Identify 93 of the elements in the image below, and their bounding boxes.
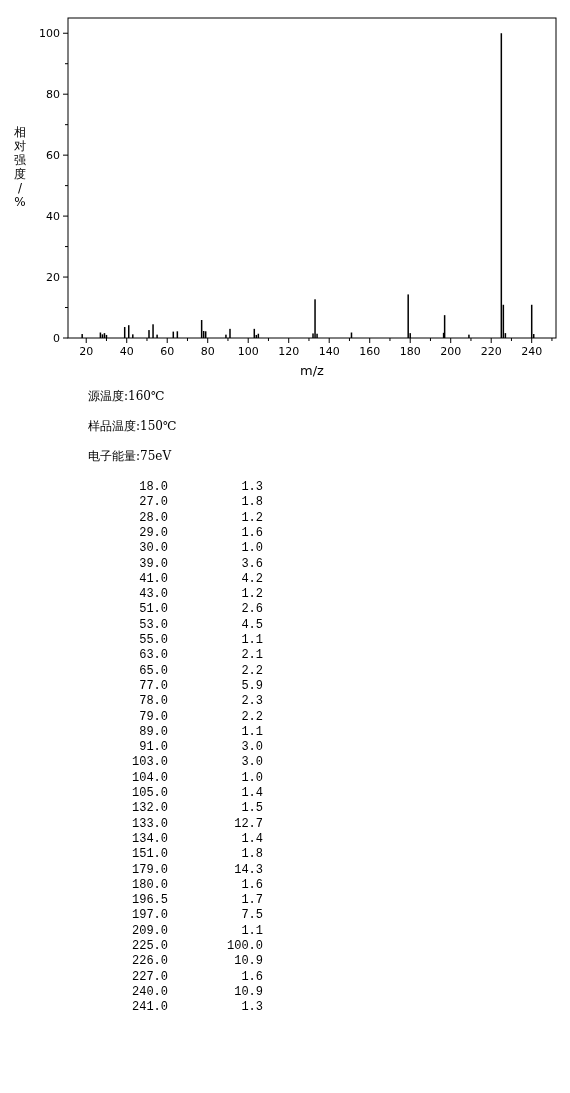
x-tick-label: 220 bbox=[480, 345, 502, 358]
data-label: 1.4 bbox=[241, 786, 263, 800]
category-label: 225.0 bbox=[131, 939, 168, 953]
data-label: 1.6 bbox=[241, 877, 263, 892]
x-axis-title: m/z bbox=[300, 363, 325, 378]
category-label: 53.0 bbox=[139, 617, 168, 632]
y-tick-label: 0 bbox=[53, 332, 60, 345]
data-label: 2.1 bbox=[241, 648, 263, 663]
data-label: 1.2 bbox=[241, 587, 263, 602]
category-label: 29.0 bbox=[139, 525, 168, 540]
category-label: 196.5 bbox=[131, 893, 168, 908]
category-label: 89.0 bbox=[139, 724, 168, 739]
data-label: 1.4 bbox=[241, 831, 263, 846]
x-tick-label: 40 bbox=[119, 345, 134, 358]
data-label: 1.0 bbox=[241, 770, 263, 785]
category-label: 39.0 bbox=[139, 556, 168, 571]
x-tick-label: 240 bbox=[521, 345, 543, 358]
category-label: 241.0 bbox=[131, 1000, 168, 1015]
category-label: 151.0 bbox=[131, 847, 168, 862]
data-label: 1.2 bbox=[241, 510, 263, 525]
data-label: 2.2 bbox=[241, 709, 263, 724]
data-label: 1.1 bbox=[241, 724, 263, 739]
text: 源温度:160℃ bbox=[88, 389, 165, 403]
x-tick-label: 160 bbox=[359, 345, 381, 358]
category-label: 79.0 bbox=[139, 709, 168, 724]
data-label: 1.5 bbox=[241, 801, 263, 816]
data-label: 10.9 bbox=[234, 984, 263, 999]
data-label: 1.3 bbox=[241, 480, 263, 494]
category-label: 78.0 bbox=[139, 694, 168, 709]
category-label: 103.0 bbox=[131, 755, 168, 770]
data-label: 1.6 bbox=[241, 969, 263, 984]
text: 样品温度:150℃ bbox=[88, 419, 177, 433]
x-tick-label: 120 bbox=[278, 345, 300, 358]
data-label: 1.1 bbox=[241, 633, 263, 647]
x-tick-label: 20 bbox=[79, 345, 94, 358]
category-label: 179.0 bbox=[131, 862, 168, 877]
data-label: 2.2 bbox=[241, 663, 263, 678]
data-label: 1.6 bbox=[241, 525, 263, 540]
data-label: 2.3 bbox=[241, 694, 263, 709]
category-label: 132.0 bbox=[131, 801, 168, 816]
data-label: 1.8 bbox=[241, 847, 263, 862]
data-label: 4.5 bbox=[241, 617, 263, 632]
category-label: 41.0 bbox=[139, 571, 168, 586]
data-label: 7.5 bbox=[241, 908, 263, 923]
category-label: 77.0 bbox=[139, 678, 168, 693]
category-label: 180.0 bbox=[131, 877, 168, 892]
data-label: 1.8 bbox=[241, 495, 263, 510]
category-label: 30.0 bbox=[139, 541, 168, 556]
x-tick-label: 200 bbox=[440, 345, 462, 358]
data-label: 1.3 bbox=[241, 1000, 263, 1015]
data-label: 3.6 bbox=[241, 556, 263, 571]
category-label: 133.0 bbox=[131, 816, 168, 831]
category-label: 104.0 bbox=[131, 770, 168, 785]
x-tick-label: 60 bbox=[160, 345, 175, 358]
y-tick-label: 40 bbox=[46, 210, 60, 224]
category-label: 91.0 bbox=[139, 740, 168, 755]
y-axis-title: 相对强度/% bbox=[14, 125, 26, 209]
category-label: 18.0 bbox=[139, 480, 168, 494]
data-label: 12.7 bbox=[234, 816, 263, 831]
category-label: 209.0 bbox=[131, 923, 168, 938]
category-label: 134.0 bbox=[131, 831, 168, 846]
category-label: 105.0 bbox=[131, 786, 168, 800]
category-label: 27.0 bbox=[139, 495, 168, 510]
x-tick-label: 100 bbox=[237, 345, 259, 358]
category-label: 226.0 bbox=[131, 954, 168, 969]
data-label: 5.9 bbox=[241, 678, 263, 693]
x-tick-label: 140 bbox=[318, 345, 340, 358]
category-label: 63.0 bbox=[139, 648, 168, 663]
category-label: 240.0 bbox=[131, 984, 168, 999]
x-tick-label: 180 bbox=[399, 345, 421, 358]
data-label: 10.9 bbox=[234, 954, 263, 969]
data-label: 1.0 bbox=[241, 541, 263, 556]
data-label: 2.6 bbox=[241, 602, 263, 617]
data-label: 4.2 bbox=[241, 571, 263, 586]
y-tick-label: 80 bbox=[46, 88, 60, 102]
category-label: 197.0 bbox=[131, 908, 168, 923]
data-label: 14.3 bbox=[234, 862, 263, 877]
data-label: 100.0 bbox=[226, 939, 263, 953]
category-label: 65.0 bbox=[139, 663, 168, 678]
data-label: 3.0 bbox=[241, 755, 263, 770]
data-label: 1.7 bbox=[241, 893, 263, 908]
category-label: 28.0 bbox=[139, 510, 168, 525]
text: 电子能量:75eV bbox=[88, 449, 172, 463]
y-tick-label: 20 bbox=[46, 271, 60, 285]
category-label: 227.0 bbox=[131, 969, 168, 984]
category-label: 51.0 bbox=[139, 602, 168, 617]
y-tick-label: 60 bbox=[46, 149, 60, 163]
category-label: 55.0 bbox=[139, 633, 168, 647]
x-tick-label: 80 bbox=[200, 345, 215, 358]
y-tick-label: 100 bbox=[39, 27, 60, 41]
data-label: 1.1 bbox=[241, 923, 263, 938]
data-label: 3.0 bbox=[241, 740, 263, 755]
category-label: 43.0 bbox=[139, 587, 168, 602]
